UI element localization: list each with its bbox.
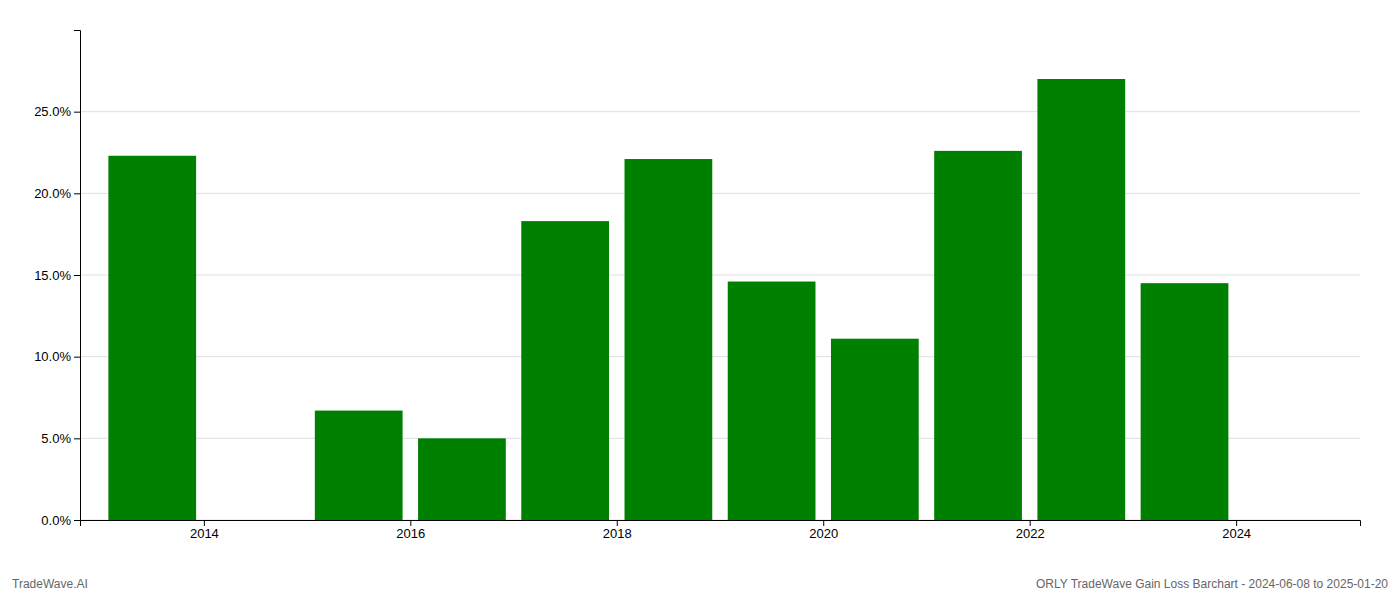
y-tick-label: 0.0% (41, 513, 71, 528)
y-tick-label: 10.0% (34, 349, 71, 364)
y-tick-mark (74, 193, 80, 194)
x-tick-mark (617, 520, 618, 526)
x-tick-label: 2014 (190, 526, 219, 541)
y-tick: 20.0% (34, 186, 80, 201)
grid-line (80, 193, 1360, 194)
bar (728, 282, 816, 520)
x-axis: 2014 2016 2018 2020 2022 2024 (81, 520, 1361, 541)
footer-text: TradeWave.AI (12, 577, 88, 591)
x-tick: 2020 (809, 520, 838, 541)
y-tick-mark (74, 357, 80, 358)
x-tick: 2024 (1222, 520, 1251, 541)
x-tick: 2014 (190, 520, 219, 541)
bar (521, 221, 609, 520)
grid (80, 112, 1360, 520)
footer-text: ORLY TradeWave Gain Loss Barchart - 2024… (1036, 577, 1388, 591)
grid-line (80, 275, 1360, 276)
x-tick-label: 2018 (603, 526, 632, 541)
bar (1141, 283, 1229, 520)
bar (934, 151, 1022, 520)
chart: 0.0% 5.0% 10.0% 15.0% 20.0% 25.0% 2014 2016 2018… (0, 0, 1400, 600)
bar (625, 159, 713, 520)
x-tick-mark (1030, 520, 1031, 526)
bars (108, 79, 1228, 520)
x-tick: 2018 (603, 520, 632, 541)
y-axis: 0.0% 5.0% 10.0% 15.0% 20.0% 25.0% (34, 31, 80, 528)
y-tick: 5.0% (41, 431, 80, 446)
y-axis-line (74, 31, 81, 521)
y-tick-label: 25.0% (34, 104, 71, 119)
y-tick-mark (74, 438, 80, 439)
y-tick: 0.0% (41, 513, 80, 528)
y-tick-mark (74, 112, 80, 113)
y-tick: 25.0% (34, 104, 80, 119)
x-tick-label: 2020 (809, 526, 838, 541)
bar (108, 156, 196, 520)
x-tick-label: 2016 (396, 526, 425, 541)
x-tick-mark (1236, 520, 1237, 526)
bar (1037, 79, 1125, 520)
y-tick-mark (74, 275, 80, 276)
bar (418, 438, 506, 520)
x-tick-label: 2024 (1222, 526, 1251, 541)
y-tick-label: 15.0% (34, 268, 71, 283)
x-tick-mark (410, 520, 411, 526)
y-tick: 15.0% (34, 268, 80, 283)
bar (315, 411, 403, 520)
x-tick-label: 2022 (1016, 526, 1045, 541)
y-tick: 10.0% (34, 349, 80, 364)
x-tick-mark (204, 520, 205, 526)
y-tick-mark (74, 520, 80, 521)
bar (831, 339, 919, 520)
plot: 0.0% 5.0% 10.0% 15.0% 20.0% 25.0% 2014 2016 2018… (34, 31, 1360, 542)
y-tick-label: 5.0% (41, 431, 71, 446)
x-tick: 2016 (396, 520, 425, 541)
y-tick-label: 20.0% (34, 186, 71, 201)
x-tick: 2022 (1016, 520, 1045, 541)
x-axis-line (81, 521, 1361, 527)
x-tick-mark (823, 520, 824, 526)
grid-line (80, 111, 1360, 112)
